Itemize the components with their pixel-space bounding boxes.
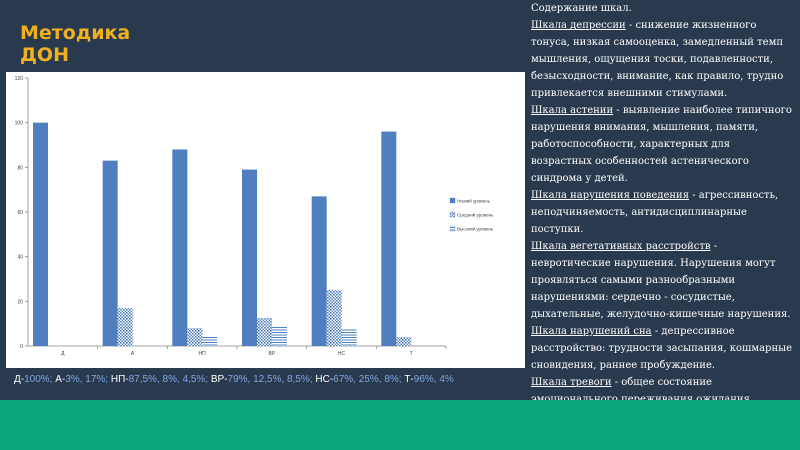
legend-swatch — [449, 197, 456, 204]
legend-label: Высокий уровень — [457, 226, 494, 232]
legend-label: Средний уровень — [457, 212, 494, 218]
scale-name: Шкала астении — [531, 105, 614, 116]
caption-values: 100%; — [24, 374, 53, 385]
legend-swatch — [449, 225, 456, 232]
y-tick-label: 20 — [17, 299, 23, 305]
caption-label: Д- — [14, 374, 25, 385]
x-tick-label: Т — [410, 351, 413, 357]
bar-medium-level — [187, 328, 203, 346]
caption-label: ВР- — [210, 374, 228, 385]
scale-text: - агрессивность, неподчиняемость, антиди… — [531, 190, 779, 235]
scale-text: - выявление наиболее типичного нарушения… — [531, 105, 792, 184]
x-tick-label: Д — [61, 351, 65, 357]
caption-label: НС- — [315, 374, 334, 385]
y-tick-label: 40 — [17, 255, 23, 261]
bar-medium-level — [326, 290, 342, 346]
legend-swatch — [449, 211, 456, 218]
y-tick-label: 80 — [17, 165, 23, 171]
scale-name: Шкала тревоги — [531, 377, 612, 388]
scale-paragraph: Шкала астении - выявление наиболее типич… — [531, 102, 793, 187]
caption-values: 79%, 12,5%, 8,5%; — [227, 374, 313, 385]
caption-label: Т- — [404, 374, 414, 385]
bar-low-level — [242, 169, 257, 346]
scale-paragraph: Шкала депрессии - снижение жизненного то… — [531, 17, 793, 102]
scale-text: - невротические нарушения. Нарушения мог… — [531, 241, 791, 320]
results-caption: Д-100%; А-3%, 17%; НП-87,5%, 8%, 4,5%; В… — [14, 374, 519, 386]
scale-name: Шкала депрессии — [531, 20, 626, 31]
caption-values: 87,5%, 8%, 4,5%; — [128, 374, 209, 385]
description-heading: Содержание шкал. — [531, 3, 632, 14]
y-tick-label: 60 — [17, 210, 23, 216]
scales-list: Шкала депрессии - снижение жизненного то… — [531, 17, 793, 425]
bar-low-level — [172, 149, 188, 346]
scale-name: Шкала нарушений сна — [531, 326, 652, 337]
bar-high-level — [272, 327, 287, 346]
slide-title: Методика ДОН — [20, 22, 130, 66]
caption-label: НП- — [110, 374, 129, 385]
scale-text: - снижение жизненного тонуса, низкая сам… — [531, 20, 784, 99]
caption-values: 3%, 17%; — [65, 374, 109, 385]
caption-values: 96%, 4% — [413, 374, 454, 385]
legend-label: Низкий уровень — [457, 198, 491, 204]
bar-low-level — [102, 160, 118, 346]
bar-medium-level — [396, 337, 412, 346]
bar-medium-level — [117, 308, 133, 346]
scale-name: Шкала нарушения поведения — [531, 190, 690, 201]
y-tick-label: 100 — [15, 121, 24, 127]
y-tick-label: 0 — [20, 344, 23, 350]
y-tick-label: 120 — [15, 76, 24, 82]
bar-medium-level — [257, 318, 272, 346]
scale-paragraph: Шкала вегетативных расстройств - невроти… — [531, 238, 793, 323]
bar-chart: 0 20 40 60 80 100 120 Д А НП ВР НС Т Низкий уровень С… — [6, 72, 525, 368]
caption-values: 67%, 25%, 8%; — [333, 374, 402, 385]
x-tick-label: ВР — [268, 351, 275, 357]
caption-label: А- — [55, 374, 66, 385]
title-line-1: Методика — [20, 22, 131, 44]
scale-name: Шкала вегетативных расстройств — [531, 241, 711, 252]
title-line-2: ДОН — [20, 44, 69, 66]
bar-low-level — [381, 131, 397, 346]
scales-description: Содержание шкал. Шкала депрессии - сниже… — [531, 0, 793, 444]
bar-low-level — [33, 122, 48, 346]
bar-high-level — [341, 328, 357, 346]
scale-paragraph: Шкала нарушений сна - депрессивное расст… — [531, 323, 793, 374]
scale-paragraph: Шкала нарушения поведения - агрессивност… — [531, 187, 793, 238]
x-tick-label: А — [131, 351, 135, 357]
bar-low-level — [311, 196, 327, 346]
x-tick-label: НП — [199, 351, 207, 357]
chart-svg: 0 20 40 60 80 100 120 Д А НП ВР НС Т Низкий уровень С… — [15, 76, 494, 357]
bar-high-level — [202, 335, 218, 346]
x-tick-label: НС — [338, 351, 346, 357]
footer-bar — [0, 400, 800, 450]
scale-text: - депрессивное расстройство: трудности з… — [531, 326, 793, 371]
